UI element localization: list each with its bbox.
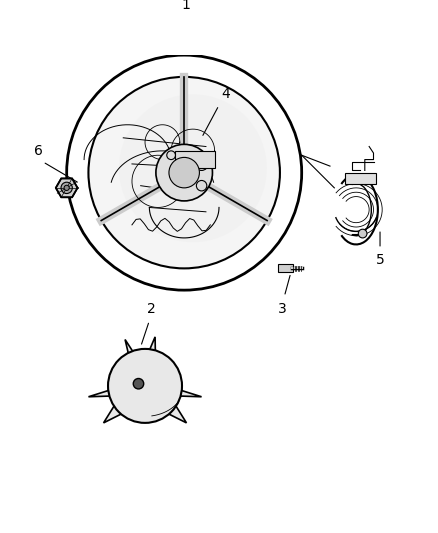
Polygon shape	[56, 179, 78, 197]
Circle shape	[196, 181, 207, 191]
Text: 1: 1	[182, 0, 191, 12]
Text: 5: 5	[376, 253, 385, 267]
Polygon shape	[162, 389, 201, 423]
Circle shape	[88, 77, 280, 269]
Text: 2: 2	[147, 302, 156, 316]
Text: 3: 3	[278, 302, 286, 316]
Circle shape	[61, 182, 72, 193]
Circle shape	[167, 151, 176, 159]
FancyBboxPatch shape	[176, 151, 215, 168]
Circle shape	[133, 378, 144, 389]
Circle shape	[67, 55, 302, 290]
Circle shape	[119, 94, 267, 243]
Circle shape	[156, 144, 212, 201]
Circle shape	[358, 229, 367, 238]
FancyBboxPatch shape	[345, 173, 376, 183]
Circle shape	[108, 349, 182, 423]
Text: 6: 6	[34, 144, 43, 158]
Circle shape	[195, 157, 208, 171]
Polygon shape	[88, 389, 127, 423]
FancyBboxPatch shape	[278, 264, 293, 272]
Circle shape	[169, 157, 199, 188]
Polygon shape	[125, 337, 155, 366]
Circle shape	[64, 185, 69, 190]
Text: 4: 4	[221, 87, 230, 101]
